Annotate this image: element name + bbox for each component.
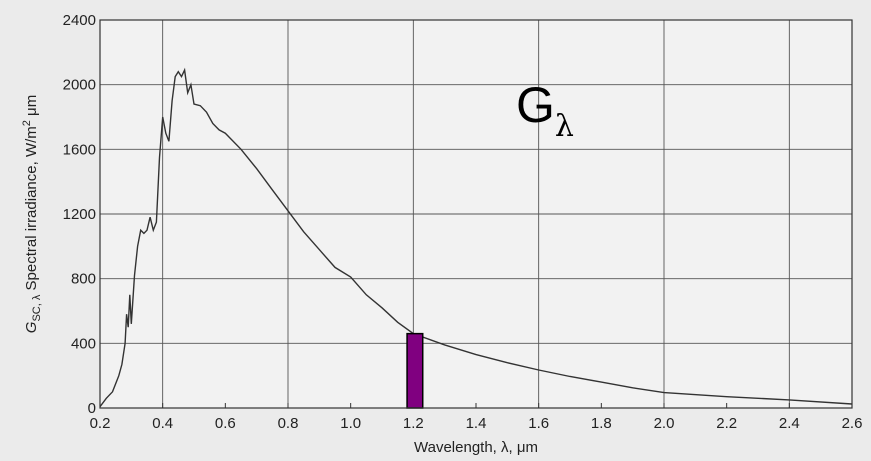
x-axis-label: Wavelength, λ, μm: [414, 439, 538, 456]
highlight-bar: [406, 332, 424, 409]
g-lambda-annotation: Gλ: [516, 77, 574, 144]
x-tick-label: 2.0: [654, 415, 675, 432]
y-tick-label: 2400: [63, 12, 96, 29]
x-tick-label: 0.4: [152, 415, 173, 432]
x-tick-label: 1.2: [403, 415, 424, 432]
y-tick-label: 800: [71, 271, 96, 288]
y-tick-label: 400: [71, 335, 96, 352]
y-tick-label: 1600: [63, 141, 96, 158]
x-tick-label: 0.6: [215, 415, 236, 432]
x-tick-label: 1.8: [591, 415, 612, 432]
x-tick-label: 0.2: [90, 415, 111, 432]
y-axis-label: GSC, λ Spectral irradiance, W/m2 μm: [21, 95, 43, 333]
x-tick-label: 0.8: [278, 415, 299, 432]
x-tick-label: 2.6: [842, 415, 863, 432]
y-tick-label: 0: [88, 400, 96, 417]
y-tick-labels: 0 400 800 1200 1600 2000 2400: [63, 12, 96, 417]
plot-frame: [99, 19, 853, 409]
x-tick-label: 1.6: [528, 415, 549, 432]
y-tick-label: 1200: [63, 206, 96, 223]
x-tick-labels: 0.2 0.4 0.6 0.8 1.0 1.2 1.4 1.6 1.8 2.0 2.2 2.4 2.6: [90, 415, 863, 432]
x-tick-label: 2.2: [716, 415, 737, 432]
x-tick-label: 1.0: [340, 415, 361, 432]
y-tick-label: 2000: [63, 77, 96, 94]
x-tick-label: 1.4: [466, 415, 487, 432]
x-tick-label: 2.4: [779, 415, 800, 432]
irradiance-curve: [99, 67, 853, 408]
